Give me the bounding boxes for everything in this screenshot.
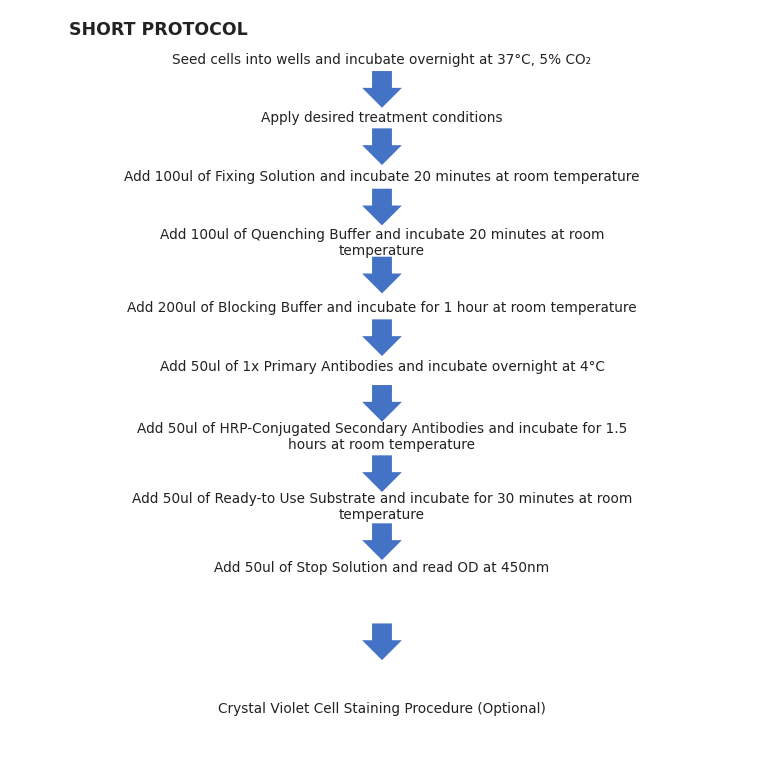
Polygon shape: [362, 319, 402, 356]
Polygon shape: [362, 257, 402, 293]
Text: Add 200ul of Blocking Buffer and incubate for 1 hour at room temperature: Add 200ul of Blocking Buffer and incubat…: [127, 301, 637, 315]
Text: Add 100ul of Quenching Buffer and incubate 20 minutes at room
temperature: Add 100ul of Quenching Buffer and incuba…: [160, 228, 604, 258]
Text: Apply des​ired treatment conditions: Apply des​ired treatment conditions: [261, 112, 503, 125]
Polygon shape: [362, 128, 402, 165]
Polygon shape: [362, 623, 402, 660]
Text: Add 50ul of 1x Primary Antibodies and incubate overnight at 4°C: Add 50ul of 1x Primary Antibodies and in…: [160, 360, 604, 374]
Text: Seed cells into wells and incubate overnight at 37°C, 5% CO₂: Seed cells into wells and incubate overn…: [173, 53, 591, 66]
Polygon shape: [362, 385, 402, 422]
Text: Crystal Violet Cell Staining Procedure (Optional): Crystal Violet Cell Staining Procedure (…: [218, 702, 546, 716]
Text: SHORT PROTOCOL: SHORT PROTOCOL: [69, 21, 248, 40]
Polygon shape: [362, 71, 402, 108]
Text: Add 50ul of Stop Solution and read OD at 450nm: Add 50ul of Stop Solution and read OD at…: [215, 562, 549, 575]
Polygon shape: [362, 523, 402, 560]
Polygon shape: [362, 455, 402, 492]
Text: Add 50ul of Ready-to Use Substrate and incubate for 30 minutes at room
temperatu: Add 50ul of Ready-to Use Substrate and i…: [132, 492, 632, 523]
Text: Add 100ul of Fixing Solution and incubate 20 minutes at room temperature: Add 100ul of Fixing Solution and incubat…: [125, 170, 639, 184]
Polygon shape: [362, 189, 402, 225]
Text: Add 50ul of HRP-Conjugated Secondary Antibodies and incubate for 1.5
hours at ro: Add 50ul of HRP-Conjugated Secondary Ant…: [137, 422, 627, 452]
